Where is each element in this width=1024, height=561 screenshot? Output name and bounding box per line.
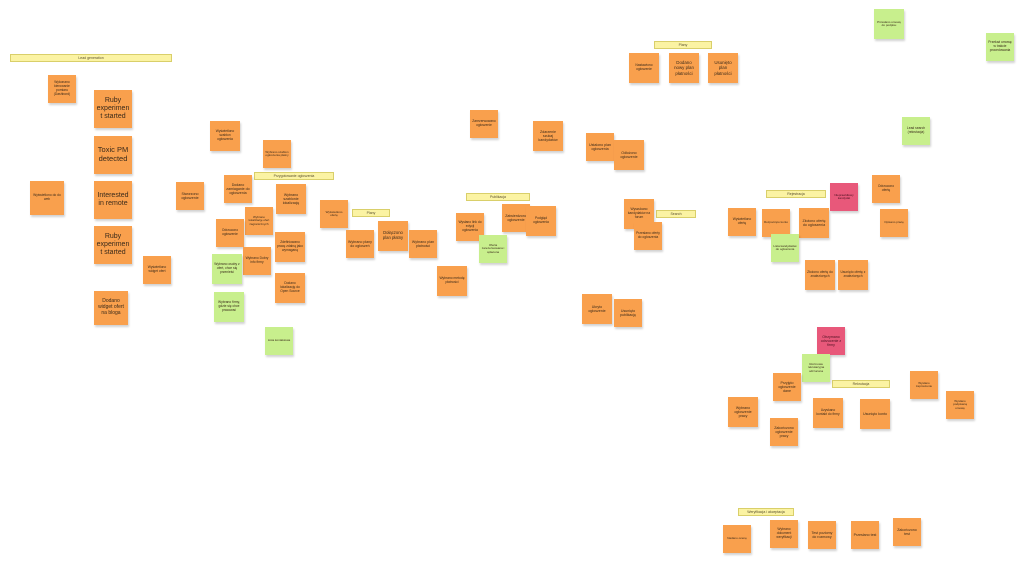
sticky-note-zlozono-oferte-do-ogloszenia[interactable]: Złożono ofertę do ogłoszenia	[799, 208, 829, 238]
sticky-note-dolaczono-plan-platny[interactable]: Dołączono plan płatny	[378, 221, 408, 251]
sticky-note-ruby-experiment-started[interactable]: Ruby experiment started	[94, 226, 132, 264]
sticky-note-dodano-widget-ofert-na-bloga[interactable]: Dodano widget ofert na bloga	[94, 291, 128, 325]
sticky-note-ruby-experiment-started[interactable]: Ruby experiment started	[94, 90, 132, 128]
section-label-rejestracja[interactable]: Rejestracja	[766, 190, 826, 198]
sticky-note-opisano-prace[interactable]: Opisano pracę	[880, 209, 908, 237]
sticky-note-przeslano-test[interactable]: Przesłano test	[851, 521, 879, 549]
sticky-note-otrzymano-odrzucenie-z-firmy[interactable]: Otrzymano odrzucenie z firmy	[817, 327, 845, 355]
sticky-note-test-poziomy-do-rozmowy[interactable]: Test poziomy do rozmowy	[808, 521, 836, 549]
sticky-note-wybrano-lokalizacje-ofert-zagranicznych[interactable]: Wybrano lokalizację ofert zagranicznych	[245, 207, 273, 235]
sticky-note-dodano-zamiaganie-do-ogloszenia[interactable]: Dodano zamiaganie do ogłoszenia	[224, 175, 252, 203]
sticky-note-stworzono-ogloszenie[interactable]: Stworzono ogłoszenie	[176, 182, 204, 210]
sticky-note-oferta-zarezerwowana-i-oplacona[interactable]: Oferta zarezerwowana i opłacona	[479, 235, 507, 263]
sticky-note-zdarzenie-szukaj-kandydatow[interactable]: Zdarzenie szukaj kandydatów	[533, 121, 563, 151]
sticky-note-wyslano-podpisana-umowe[interactable]: Wysłano podpisaną umowę	[946, 391, 974, 419]
sticky-note-wyswietlono-oferte[interactable]: Wyświetlono ofertę	[728, 208, 756, 236]
sticky-note-dodano-lokalizacje-do-open-source[interactable]: Dodano lokalizację do Open Source	[275, 273, 305, 303]
sticky-note-wybrano-dobry-info-firmy[interactable]: Wybrano Dobry info firmy	[243, 247, 271, 275]
section-label-przygotowanie-ogloszenia[interactable]: Przygotowanie ogłoszenia	[254, 172, 334, 180]
section-label-weryfikacja-i-akceptacja[interactable]: Weryfikacja i akceptacja	[738, 508, 794, 516]
sticky-note-toxic-pm-detected[interactable]: Toxic PM detected	[94, 136, 132, 174]
sticky-note-usunieto-publikacje[interactable]: Usunięto publikację	[614, 299, 642, 327]
sticky-note-wybrano-plan-platnosci[interactable]: Wybrano plan płatności	[409, 230, 437, 258]
sticky-note-wybrano-dokument-weryfikacji[interactable]: Wybrano dokument weryfikacji	[770, 520, 798, 548]
sticky-note-wyslano-zaproszenie[interactable]: Wysłano zaproszenie	[910, 371, 938, 399]
sticky-note-wybrano-firmy-gdzie-sie-chce-pracowac[interactable]: Wybrano firmy, gdzie się chce pracować	[214, 292, 244, 322]
sticky-note-nastawiono-ogloszenie[interactable]: Nastawiono ogłoszenie	[629, 53, 659, 83]
sticky-note-zakonczono-test[interactable]: Zakończono test	[893, 518, 921, 546]
sticky-note-usunieto-oferte-z-znalezionych[interactable]: Usunięto ofertę z znalezionych	[838, 260, 868, 290]
sticky-note-odrzucono-ogloszenie[interactable]: Odrzucono ogłoszenie	[216, 219, 244, 247]
sticky-note-wyswietlono-szablon-ogloszenia[interactable]: Wyświetlono szablon ogłoszenia	[210, 121, 240, 151]
sticky-note-rozpoczeto-konto[interactable]: Rozpoczęto konto	[762, 209, 790, 237]
sticky-note-wyslano-link-do-edycji-ogloszenia[interactable]: Wysłano link do edycji ogłoszenia	[456, 213, 484, 241]
sticky-note-rozmowa-rekrutacyjna-odrzucona[interactable]: Rozmowa rekrutacyjna odrzucona	[802, 354, 830, 382]
sticky-note-ukryto-ogloszenie[interactable]: Ukryto ogłoszenie	[582, 294, 612, 324]
sticky-note-wyswietlono-do-do-web[interactable]: Wyświetlono do do web	[30, 181, 64, 215]
sticky-note-przyjeto-ogloszenie-dane[interactable]: Przyjęto ogłoszenie dane	[773, 373, 801, 401]
sticky-note-odrzucono-oferte[interactable]: Odrzucono ofertę	[872, 175, 900, 203]
sticky-note-nadano-ocene[interactable]: Nadano ocenę	[723, 525, 751, 553]
sticky-note-lista-kandydatow-do-ogloszenia[interactable]: Lista kandydatów do ogłoszenia	[771, 234, 799, 262]
sticky-note-zakonczono-ogloszenie-pracy[interactable]: Zakończono ogłoszenie pracy	[770, 418, 798, 446]
sticky-note-wyswietlono-widget-ofert[interactable]: Wyświetlono widget ofert	[143, 256, 171, 284]
sticky-note-dodano-nowy-plan-platnosci[interactable]: Dodano nowy plan płatności	[669, 53, 699, 83]
sticky-note-przeslano-oferty-do-ogloszenia[interactable]: Przesłano oferty do ogłoszenia	[634, 222, 662, 250]
sticky-note-lead-search-rekrutacja[interactable]: Lead search (rekrutacja)	[902, 117, 930, 145]
sticky-note-wybrano-plany-do-ogloszen[interactable]: Wybrano plany do ogłoszeń	[346, 230, 374, 258]
section-label-search[interactable]: Search	[656, 210, 696, 218]
sticky-note-wybrano-szablon-ogloszenia-platny[interactable]: Wybrano szablon ogłoszenia płatny	[263, 140, 291, 168]
sticky-note-nieprawidlowy-kandydat[interactable]: Nieprawidłowy kandydat	[830, 183, 858, 211]
section-label-lead-generation[interactable]: Lead generation	[10, 54, 172, 62]
sticky-note-ustalono-plan-ogloszenia[interactable]: Ustalono plan ogłoszenia	[586, 133, 614, 161]
sticky-note-wykonano-kierowanie-pomiaru-dashbord[interactable]: Wykonano kierowanie pomiaru (Dashbord)	[48, 75, 76, 103]
sticky-note-odlozono-ogloszenie[interactable]: Odłożono ogłoszenie	[614, 140, 644, 170]
sticky-note-wybrano-szablonie-lokalizacje[interactable]: Wybrano szablonie lokalizację	[276, 184, 306, 214]
sticky-note-podglad-ogloszenia[interactable]: Podgląd ogłoszenia	[526, 206, 556, 236]
sticky-note-usunieto-konto[interactable]: Usunięto konto	[860, 399, 890, 429]
sticky-note-przekaz-umowe-w-trakcie-procedowania[interactable]: Przekaż umowę w trakcie procedowania	[986, 33, 1014, 61]
section-label-plany[interactable]: Plany	[352, 209, 390, 217]
sticky-note-wybrano-ogloszenie-pracy[interactable]: Wybrano ogłoszenie pracy	[728, 397, 758, 427]
section-label-rekrutacja[interactable]: Rekrutacja	[832, 380, 890, 388]
sticky-note-uzyskano-kontakt-do-firmy[interactable]: Uzyskano kontakt do firmy	[813, 398, 843, 428]
sticky-note-usunieto-plan-platnosci[interactable]: Usunięto plan płatności	[708, 53, 738, 83]
sticky-note-lista-kontaktowa[interactable]: Lista kontaktowa	[265, 327, 293, 355]
sticky-note-przeslano-umowe-do-podpisu[interactable]: Przesłano umowę do podpisu	[874, 9, 904, 39]
sticky-note-wyswietlono-oferte[interactable]: Wyświetlono ofertę	[320, 200, 348, 228]
sticky-note-wybrano-metode-platnosci[interactable]: Wybrano metodę płatności	[437, 266, 467, 296]
sticky-note-wybrano-osoby-z-ofert-chce-sie-przeniesc[interactable]: Wybrano osoby z ofert, chce się przenieś…	[212, 254, 242, 284]
sticky-note-zarezerwowano-ogloszenie[interactable]: Zarezerwowano ogłoszenie	[470, 110, 498, 138]
section-label-plany[interactable]: Plany	[654, 41, 712, 49]
sticky-note-zatwierdzono-ogloszenie[interactable]: Zatwierdzono ogłoszenie	[502, 204, 530, 232]
sticky-note-interested-in-remote[interactable]: Interested in remote	[94, 181, 132, 219]
sticky-note-zlozono-oferte-do-znalezionych[interactable]: Złożono ofertę do znalezionych	[805, 260, 835, 290]
sticky-note-zdefiniowano-prace-zdalna-jako-wymagana[interactable]: Zdefiniowano pracę zdalną jako wymaganą	[275, 232, 305, 262]
section-label-publikacja[interactable]: Publikacja	[466, 193, 530, 201]
